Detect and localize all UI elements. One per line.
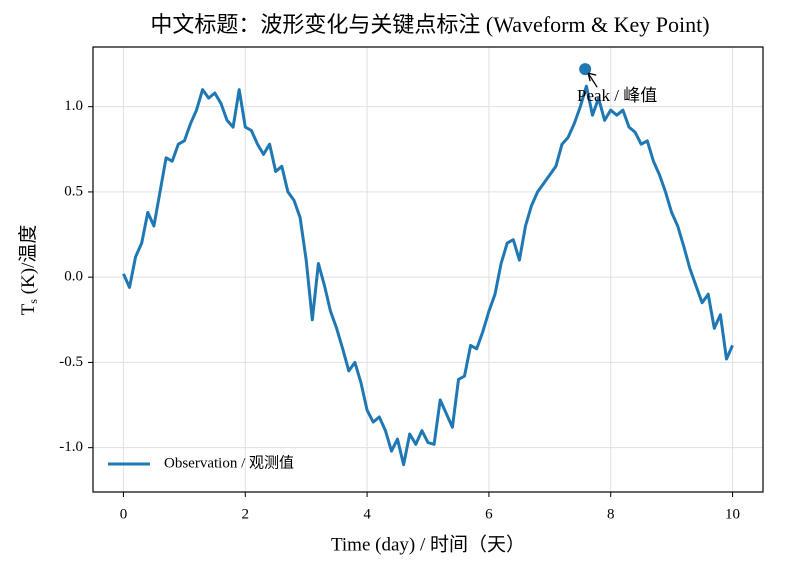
annotation-arrow — [587, 72, 598, 88]
y-axis-label: Ts (K)/温度 — [17, 225, 39, 316]
chart-title: 中文标题：波形变化与关键点标注 (Waveform & Key Point) — [150, 12, 709, 37]
y-tick-label: -1.0 — [59, 439, 83, 455]
y-tick-label: 0.0 — [64, 269, 83, 285]
plot-frame — [92, 46, 764, 493]
annotation-label: Peak / 峰值 — [577, 86, 657, 105]
y-tick-label: -0.5 — [59, 354, 83, 370]
x-tick-label: 10 — [725, 506, 740, 522]
y-tick-label: 0.5 — [64, 183, 83, 199]
data-line — [122, 84, 734, 467]
peak-marker — [579, 63, 592, 76]
x-tick-label: 8 — [607, 506, 615, 522]
x-axis-label: Time (day) / 时间（天） — [331, 533, 525, 555]
y-tick-label: 1.0 — [64, 98, 83, 114]
legend-label: Observation / 观测值 — [164, 454, 294, 471]
x-tick-label: 6 — [485, 506, 493, 522]
x-tick-label: 2 — [242, 506, 250, 522]
annotation-arrowhead — [587, 72, 597, 82]
x-tick-label: 0 — [120, 506, 128, 522]
x-tick-label: 4 — [363, 506, 371, 522]
